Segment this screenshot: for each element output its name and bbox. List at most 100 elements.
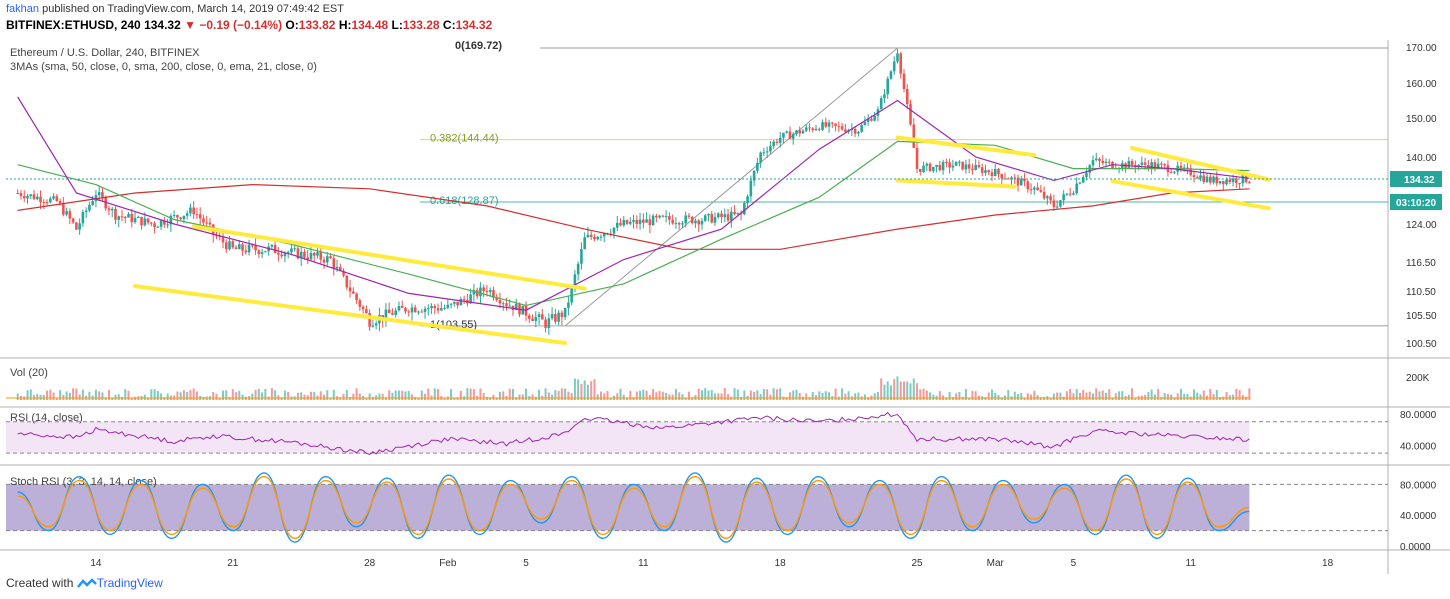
candle-body	[1153, 162, 1157, 168]
candle-body	[567, 302, 570, 308]
volume-bar	[596, 394, 599, 400]
candle-body	[358, 300, 362, 307]
candle-body	[664, 216, 668, 218]
candle-body	[97, 192, 101, 196]
candle-body	[1156, 163, 1160, 168]
candle-body	[1208, 176, 1212, 183]
volume-bar	[437, 389, 440, 400]
fib-level-label: 0.382(144.44)	[430, 133, 499, 145]
candle-body	[1065, 193, 1069, 195]
volume-bar	[482, 393, 485, 400]
candle-body	[573, 274, 577, 286]
x-axis-tick: 11	[638, 558, 649, 569]
volume-bar	[1108, 389, 1111, 400]
volume-bar	[1095, 388, 1098, 400]
volume-bar	[1166, 393, 1169, 400]
volume-bar	[593, 379, 596, 400]
candle-body	[283, 253, 287, 257]
candle-body	[1160, 163, 1163, 165]
down-arrow-icon: ▼	[184, 18, 196, 32]
volume-bar	[453, 397, 456, 400]
candle-body	[176, 215, 179, 218]
candle-body	[814, 128, 818, 131]
volume-bar	[697, 388, 700, 400]
candle-body	[166, 224, 169, 226]
volume-bar	[479, 388, 482, 400]
volume-bar	[567, 391, 570, 400]
candle-body	[146, 218, 150, 223]
candle-body	[860, 125, 863, 132]
candle-body	[45, 202, 49, 204]
candle-body	[765, 151, 769, 153]
candle-body	[576, 263, 580, 275]
tradingview-link[interactable]: TradingView	[96, 576, 163, 590]
candle-body	[169, 215, 173, 225]
candle-body	[537, 314, 541, 318]
volume-bar	[642, 389, 645, 400]
volume-bar	[616, 393, 619, 400]
volume-bar	[844, 393, 847, 400]
volume-bar	[1017, 393, 1020, 400]
volume-bar	[717, 393, 720, 400]
volume-bar	[756, 390, 759, 400]
candle-body	[159, 220, 163, 227]
candle-body	[886, 78, 890, 95]
volume-bar	[1248, 388, 1251, 400]
candle-body	[1231, 178, 1235, 183]
last-price-tag	[1390, 171, 1442, 187]
candle-body	[1085, 172, 1088, 178]
volume-bar	[847, 391, 850, 400]
volume-bar	[1101, 390, 1104, 400]
trend-channel-line	[895, 135, 1037, 158]
candle-body	[514, 303, 518, 311]
candle-body	[762, 152, 766, 154]
candle-body	[749, 180, 753, 197]
candle-body	[498, 300, 502, 304]
author-link[interactable]: fakhan	[6, 3, 40, 15]
volume-bar	[326, 390, 329, 400]
candle-body	[426, 308, 430, 310]
candles-group	[16, 49, 1251, 335]
rsi-title: RSI (14, close)	[10, 412, 83, 424]
candle-body	[915, 147, 919, 169]
stoch-d-line	[17, 475, 1250, 540]
volume-bar	[1121, 391, 1124, 400]
volume-bar	[124, 389, 127, 400]
candle-body	[1075, 183, 1078, 194]
candle-body	[1062, 194, 1065, 201]
candle-body	[580, 249, 583, 264]
volume-bar	[655, 392, 658, 400]
chart-canvas[interactable]: Ethereum / U.S. Dollar, 240, BITFINEX 3MA…	[0, 40, 1450, 574]
candle-body	[834, 123, 837, 126]
ohlc-line: BITFINEX:ETHUSD, 240 134.32 ▼ −0.19 (−0.…	[6, 18, 492, 32]
volume-bar	[958, 392, 961, 400]
volume-bar	[899, 381, 902, 400]
candle-body	[873, 115, 876, 121]
volume-bar	[700, 390, 703, 400]
volume-bar	[212, 392, 215, 400]
candle-body	[1107, 161, 1111, 163]
candle-body	[368, 313, 371, 327]
candle-body	[1010, 177, 1013, 180]
candle-body	[958, 161, 961, 163]
candle-body	[948, 162, 951, 168]
candle-body	[831, 122, 834, 124]
volume-bar	[893, 379, 896, 400]
candle-body	[1055, 206, 1059, 208]
candle-body	[1006, 178, 1010, 180]
candle-body	[997, 169, 1000, 175]
candle-body	[208, 222, 212, 225]
candle-body	[909, 104, 912, 125]
volume-bar	[645, 390, 648, 400]
candle-body	[407, 311, 411, 313]
volume-bar	[687, 391, 690, 400]
rsi-axis-tick: 80.0000	[1400, 410, 1437, 421]
candle-body	[804, 127, 808, 131]
candle-body	[290, 248, 293, 253]
volume-bar	[456, 397, 459, 400]
volume-bar	[410, 394, 413, 400]
indicator-legend: 3MAs (sma, 50, close, 0, sma, 200, close…	[10, 61, 317, 73]
trend-channel-line	[895, 178, 1017, 189]
volume-bar	[1007, 390, 1010, 400]
volume-bar	[629, 390, 632, 400]
